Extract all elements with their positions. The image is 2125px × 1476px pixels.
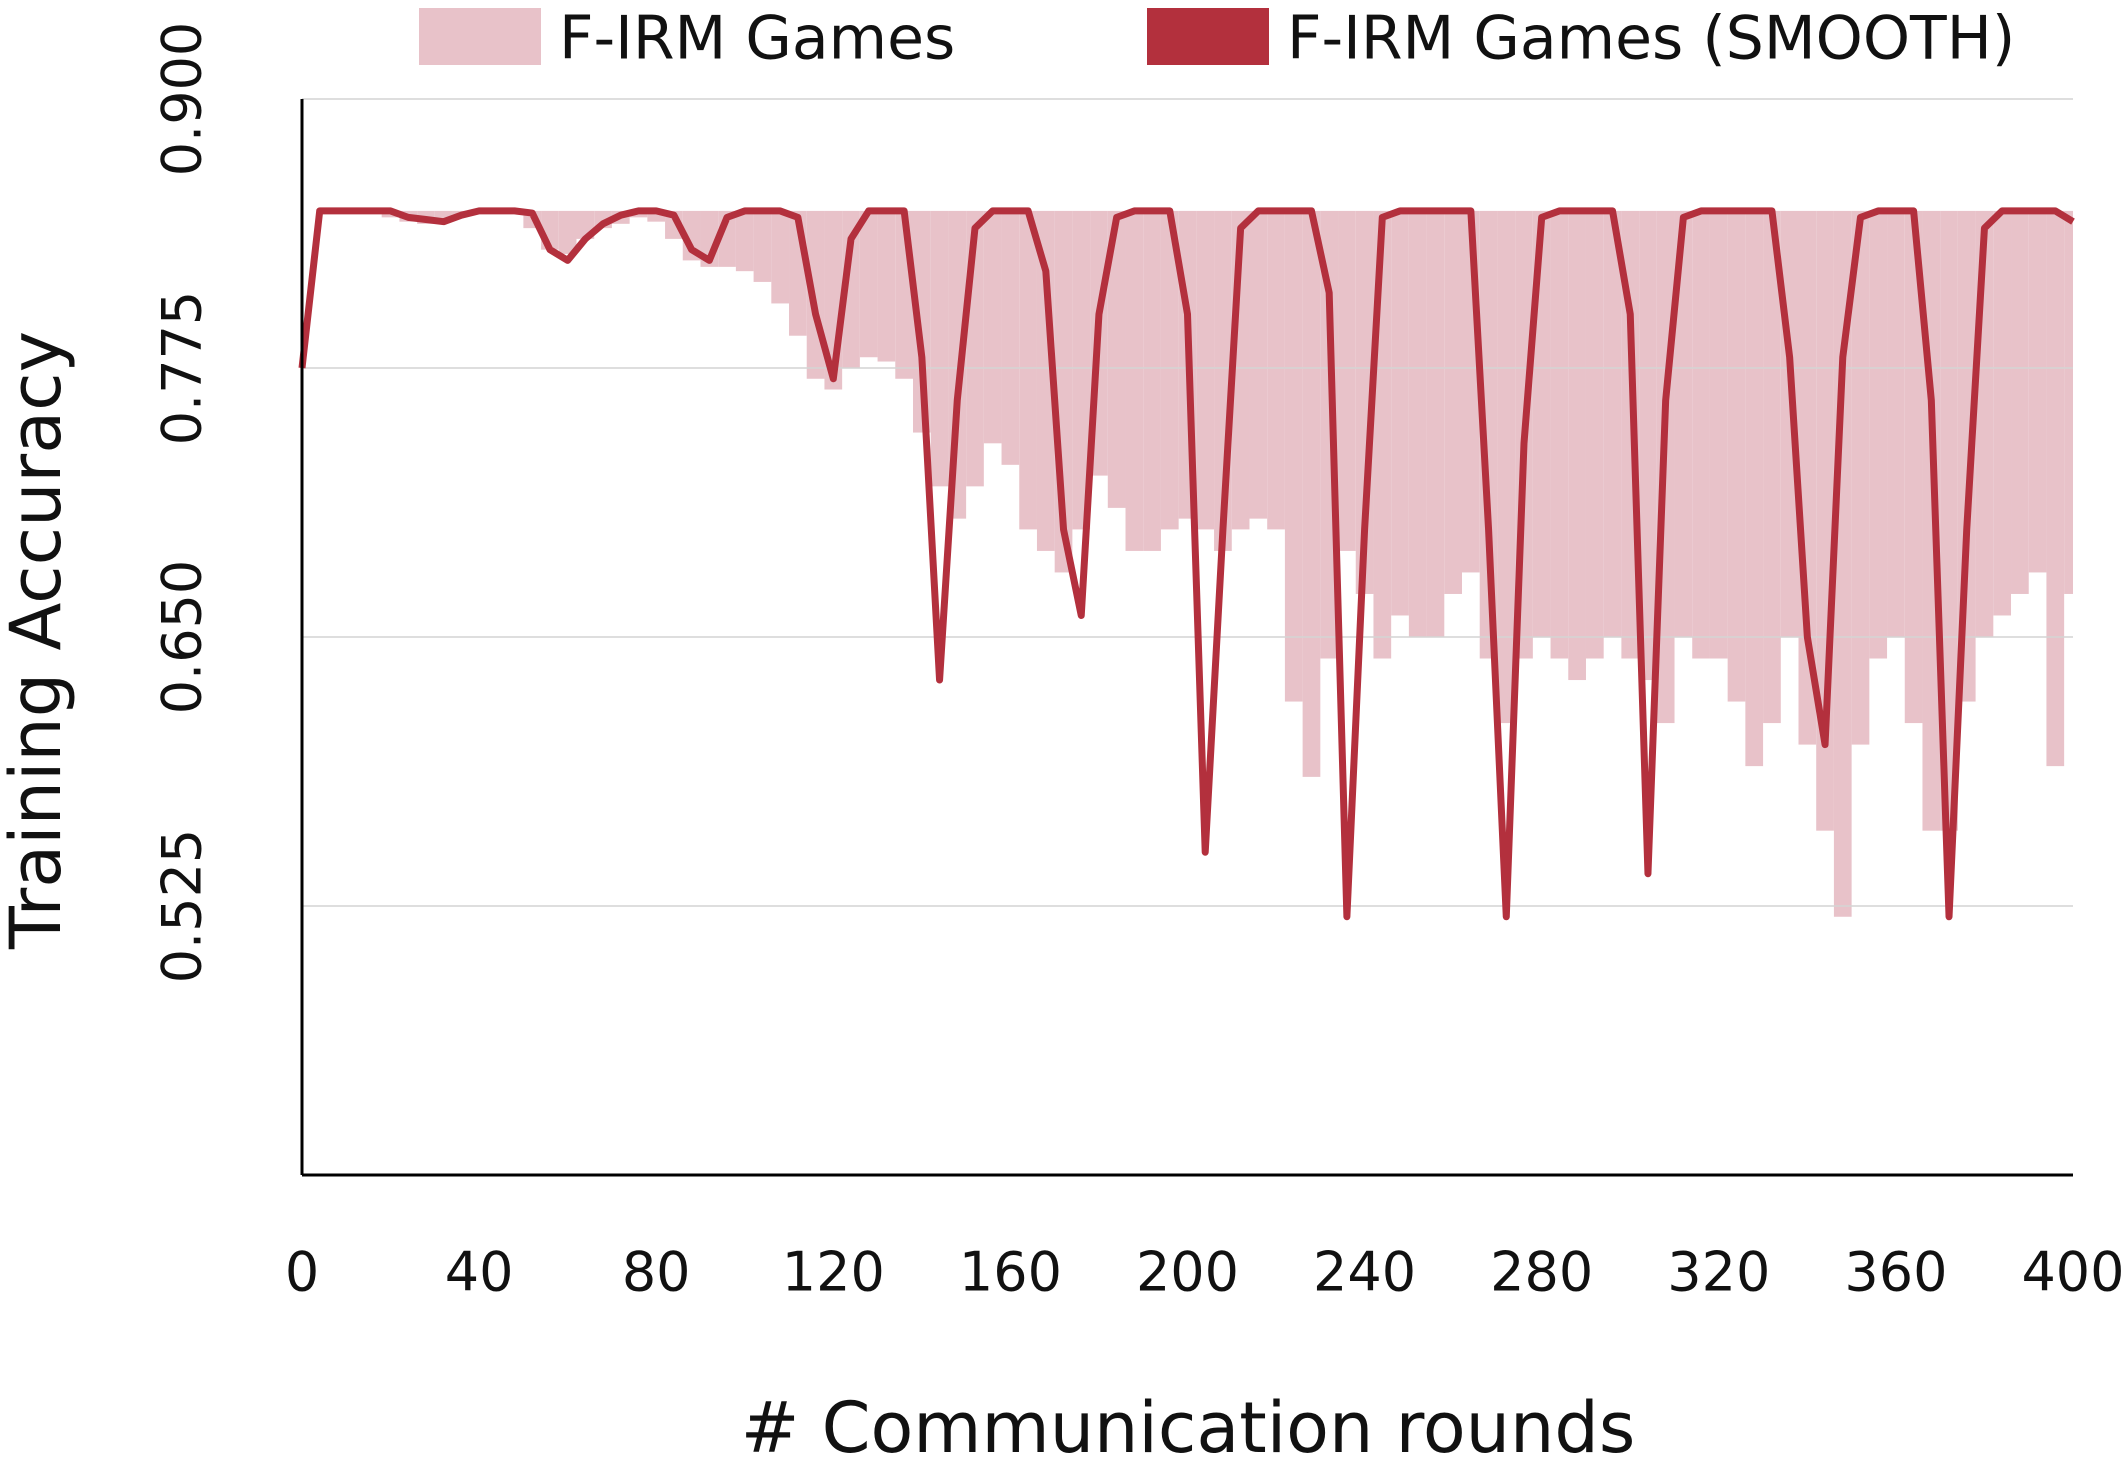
area-segment	[1001, 210, 1020, 465]
area-segment	[1585, 210, 1604, 659]
x-tick-label: 240	[1313, 1241, 1416, 1304]
area-segment	[434, 210, 453, 222]
area-layer	[381, 210, 2073, 917]
y-axis-title: Training Accuracy	[0, 331, 77, 950]
line-series	[298, 207, 2075, 921]
area-segment	[1940, 210, 1958, 831]
area-segment	[1851, 210, 1870, 745]
area-segment	[2064, 210, 2073, 594]
area-segment	[1196, 210, 1215, 530]
x-tick-label: 120	[782, 1241, 885, 1304]
area-segment	[1692, 210, 1710, 659]
y-tick-label: 0.525	[151, 829, 214, 984]
area-segment	[1160, 210, 1179, 530]
area-segment	[930, 210, 949, 487]
area-segment	[1727, 210, 1746, 702]
legend-swatch	[1147, 8, 1269, 65]
area-segment	[1019, 210, 1037, 530]
area-segment	[1338, 210, 1356, 551]
x-tick-label: 280	[1490, 1241, 1593, 1304]
area-segment	[1763, 210, 1781, 724]
area-segment	[1249, 210, 1268, 519]
area-segment	[1709, 210, 1728, 659]
area-segment	[1125, 210, 1144, 551]
x-tick-label: 0	[285, 1241, 319, 1304]
area-segment	[1674, 210, 1693, 638]
area-segment	[2046, 210, 2065, 767]
x-tick-label: 320	[1667, 1241, 1770, 1304]
area-segment	[1408, 210, 1427, 638]
area-segment	[1993, 210, 2012, 616]
area-segment	[1267, 210, 1285, 530]
y-tick-label: 0.650	[151, 560, 214, 715]
area-segment	[1497, 210, 1516, 724]
area-segment	[1284, 210, 1303, 702]
area-segment	[1444, 210, 1463, 594]
area-segment	[1143, 210, 1161, 551]
area-segment	[1479, 210, 1498, 659]
area-segment	[1869, 210, 1888, 659]
area-segment	[753, 210, 772, 282]
area-segment	[2011, 210, 2029, 594]
area-segment	[877, 210, 896, 362]
area-segment	[1426, 210, 1445, 638]
area-segment	[1550, 210, 1569, 659]
area-segment	[1603, 210, 1622, 638]
legend-label: F-IRM Games (SMOOTH)	[1287, 4, 2015, 74]
area-segment	[647, 210, 666, 222]
legend-swatch	[419, 8, 541, 65]
area-segment	[735, 210, 754, 272]
area-segment	[1887, 210, 1905, 638]
area-segment	[1391, 210, 1409, 616]
y-tick-label: 0.900	[151, 22, 214, 177]
x-tick-label: 400	[2021, 1241, 2124, 1304]
grid-layer	[302, 98, 2073, 907]
area-segment	[558, 210, 577, 254]
area-segment	[1639, 210, 1657, 681]
line-layer	[298, 207, 2075, 921]
area-segment	[1072, 210, 1091, 530]
area-segment	[859, 210, 878, 358]
area-segment	[1904, 210, 1923, 724]
area-segment	[2028, 210, 2047, 573]
x-tick-label: 80	[622, 1241, 691, 1304]
x-tick-label: 40	[445, 1241, 514, 1304]
area-segment	[1745, 210, 1764, 767]
y-tick-label: 0.775	[151, 291, 214, 446]
area-segment	[1568, 210, 1586, 681]
x-tick-label: 160	[959, 1241, 1062, 1304]
axes-layer: 0.525 0.650 0.775 0.900 0 40 80 120 160 200 240 280…	[151, 22, 2125, 1304]
area-segment	[1107, 210, 1126, 508]
x-axis-title: # Communication rounds	[741, 1387, 1636, 1469]
x-tick-label: 360	[1844, 1241, 1947, 1304]
area-segment	[983, 210, 1002, 444]
legend-label: F-IRM Games	[559, 4, 955, 74]
area-segment	[1302, 210, 1321, 777]
x-tick-label: 200	[1136, 1241, 1239, 1304]
area-segment	[771, 210, 790, 304]
